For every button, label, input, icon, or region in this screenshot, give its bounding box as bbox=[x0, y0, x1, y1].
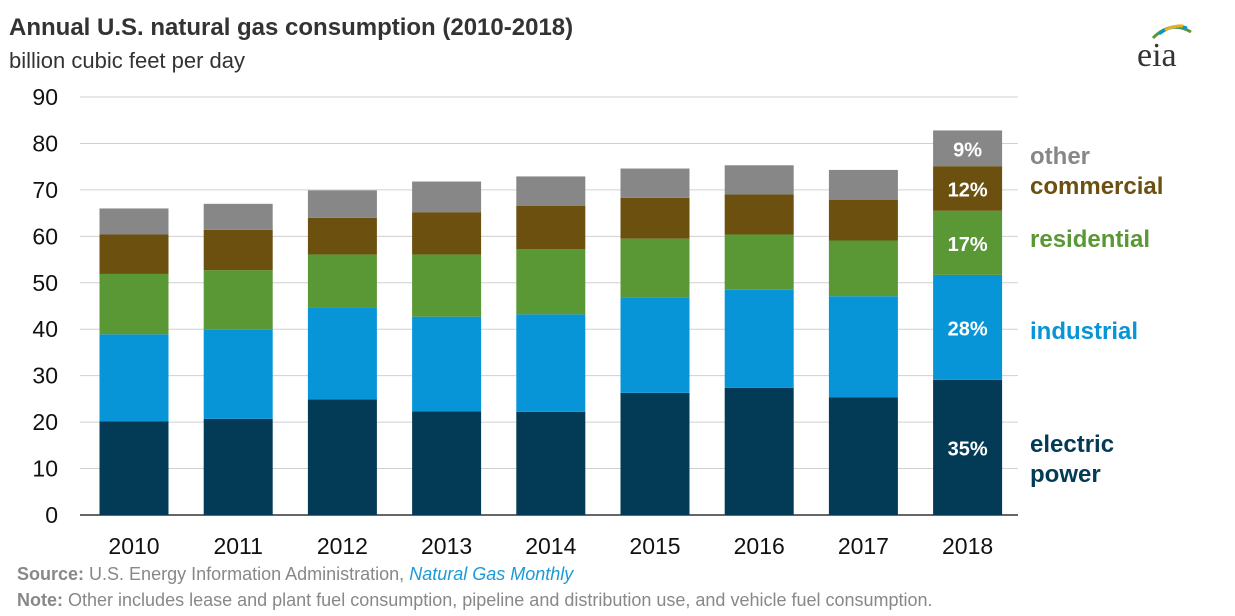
bar-commercial-2012 bbox=[307, 217, 377, 255]
legend: other commercial residential industrial … bbox=[1030, 143, 1163, 488]
y-tick-label: 40 bbox=[32, 316, 58, 342]
eia-logo-icon: eia bbox=[1137, 24, 1192, 72]
x-tick-label: 2012 bbox=[317, 533, 368, 559]
y-tick-label: 0 bbox=[45, 502, 58, 528]
bar-industrial-2015 bbox=[620, 297, 690, 393]
x-tick-label: 2013 bbox=[421, 533, 472, 559]
bar-industrial-2010 bbox=[99, 334, 169, 422]
bar-commercial-2010 bbox=[99, 234, 169, 274]
bar-commercial-2016 bbox=[724, 194, 794, 235]
bar-industrial-2011 bbox=[203, 329, 273, 419]
bar-commercial-2013 bbox=[412, 212, 482, 255]
legend-commercial: commercial bbox=[1030, 173, 1163, 200]
bar-electric-power-2015 bbox=[620, 392, 690, 515]
legend-industrial: industrial bbox=[1030, 318, 1138, 345]
bar-industrial-2018 bbox=[933, 274, 1003, 380]
source-link[interactable]: Natural Gas Monthly bbox=[409, 564, 574, 584]
x-tick-label: 2010 bbox=[108, 533, 159, 559]
bar-electric-power-2010 bbox=[99, 421, 169, 515]
share-label-electric-power: 35% bbox=[948, 438, 988, 460]
logo-text: eia bbox=[1137, 37, 1177, 72]
bar-commercial-2014 bbox=[516, 205, 586, 250]
source-label: Source: bbox=[17, 564, 85, 584]
bar-electric-power-2018 bbox=[933, 379, 1003, 515]
note-text: Other includes lease and plant fuel cons… bbox=[68, 590, 933, 610]
bar-other-2015 bbox=[620, 168, 690, 198]
bar-electric-power-2014 bbox=[516, 411, 586, 515]
bar-commercial-2011 bbox=[203, 229, 273, 271]
bar-other-2013 bbox=[412, 181, 482, 213]
bar-commercial-2018 bbox=[933, 166, 1003, 211]
source-text: U.S. Energy Information Administration, bbox=[89, 564, 405, 584]
x-tick-label: 2014 bbox=[525, 533, 576, 559]
y-tick-label: 70 bbox=[32, 177, 58, 203]
source-note: Source: U.S. Energy Information Administ… bbox=[17, 564, 573, 585]
chart-title: Annual U.S. natural gas consumption (201… bbox=[9, 14, 574, 41]
y-tick-label: 10 bbox=[32, 456, 58, 482]
bar-other-2018 bbox=[933, 130, 1003, 167]
bar-residential-2015 bbox=[620, 238, 690, 298]
bar-residential-2011 bbox=[203, 270, 273, 330]
legend-residential: residential bbox=[1030, 226, 1150, 253]
bar-industrial-2014 bbox=[516, 314, 586, 412]
y-axis: 0 10 20 30 40 50 60 70 80 90 bbox=[32, 84, 58, 528]
y-tick-label: 90 bbox=[32, 84, 58, 110]
bar-residential-2012 bbox=[307, 254, 377, 308]
x-tick-label: 2017 bbox=[838, 533, 889, 559]
y-tick-label: 20 bbox=[32, 409, 58, 435]
chart-subtitle: billion cubic feet per day bbox=[9, 48, 246, 73]
x-tick-label: 2011 bbox=[213, 533, 262, 559]
legend-other: other bbox=[1030, 143, 1090, 170]
share-label-industrial: 28% bbox=[948, 318, 988, 340]
x-tick-label: 2015 bbox=[629, 533, 680, 559]
share-label-residential: 17% bbox=[948, 234, 988, 256]
legend-electric-line1: electric bbox=[1030, 431, 1114, 458]
bar-residential-2017 bbox=[828, 240, 898, 297]
bar-residential-2013 bbox=[412, 254, 482, 317]
bar-commercial-2017 bbox=[828, 199, 898, 241]
bar-electric-power-2016 bbox=[724, 387, 794, 515]
legend-electric-line2: power bbox=[1030, 461, 1101, 488]
bar-commercial-2015 bbox=[620, 197, 690, 239]
bar-residential-2016 bbox=[724, 234, 794, 290]
share-label-other: 9% bbox=[953, 139, 982, 161]
segment-labels: 35% 28% 17% 12% 9% bbox=[948, 139, 988, 460]
bar-residential-2014 bbox=[516, 249, 586, 315]
bar-electric-power-2011 bbox=[203, 418, 273, 515]
bar-other-2017 bbox=[828, 169, 898, 200]
bars bbox=[99, 130, 1003, 515]
bar-other-2010 bbox=[99, 208, 169, 235]
bar-electric-power-2013 bbox=[412, 411, 482, 515]
bar-other-2014 bbox=[516, 176, 586, 206]
y-tick-label: 80 bbox=[32, 130, 58, 156]
y-tick-label: 30 bbox=[32, 363, 58, 389]
footnote: Note: Other includes lease and plant fue… bbox=[17, 590, 933, 611]
note-label: Note: bbox=[17, 590, 63, 610]
bar-industrial-2017 bbox=[828, 296, 898, 398]
x-tick-label: 2016 bbox=[734, 533, 785, 559]
bar-industrial-2012 bbox=[307, 307, 377, 400]
bar-industrial-2013 bbox=[412, 316, 482, 412]
x-tick-label: 2018 bbox=[942, 533, 993, 559]
x-axis: 2010 2011 2012 2013 2014 2015 2016 2017 2018 bbox=[108, 533, 993, 559]
bar-electric-power-2017 bbox=[828, 397, 898, 515]
bar-other-2012 bbox=[307, 190, 377, 218]
bar-electric-power-2012 bbox=[307, 399, 377, 515]
bar-residential-2010 bbox=[99, 273, 169, 335]
y-tick-label: 50 bbox=[32, 270, 58, 296]
y-tick-label: 60 bbox=[32, 223, 58, 249]
bar-other-2016 bbox=[724, 165, 794, 195]
bar-other-2011 bbox=[203, 203, 273, 230]
share-label-commercial: 12% bbox=[948, 179, 988, 201]
bar-industrial-2016 bbox=[724, 289, 794, 388]
bar-residential-2018 bbox=[933, 210, 1003, 275]
